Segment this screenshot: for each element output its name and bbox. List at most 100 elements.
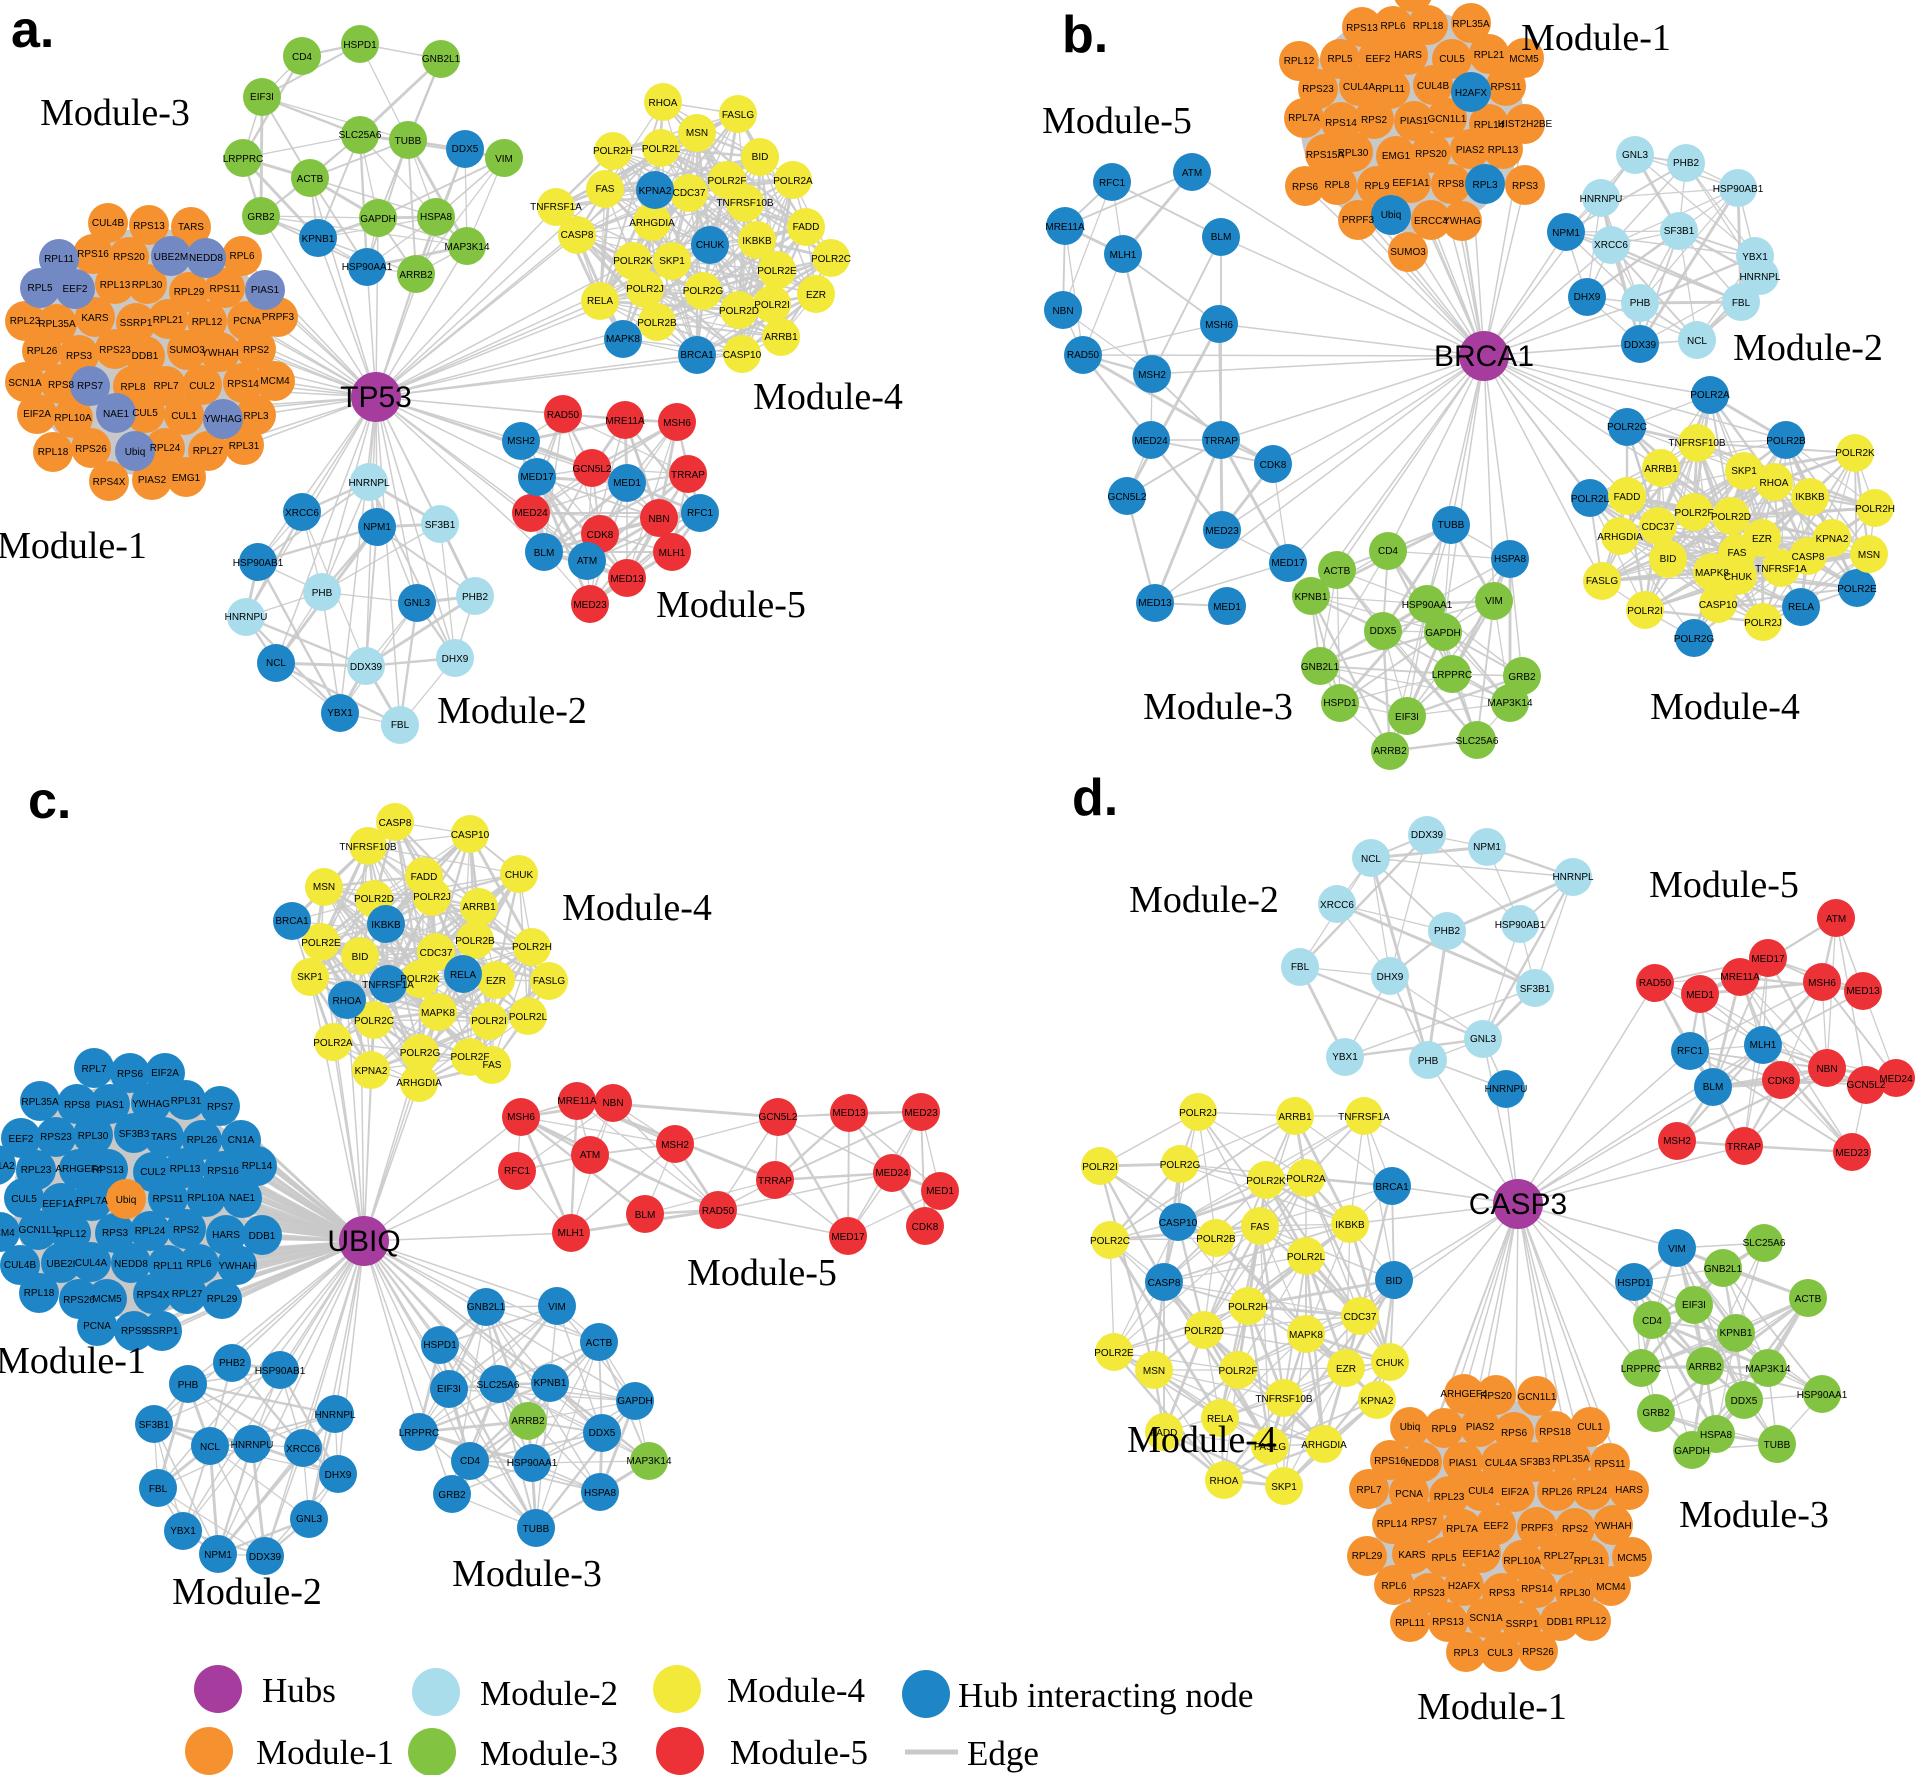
svg-text:MAPK8: MAPK8	[606, 334, 640, 345]
svg-text:SKP1: SKP1	[1731, 466, 1757, 477]
svg-text:RPS20: RPS20	[113, 252, 145, 263]
svg-text:PHB2: PHB2	[462, 592, 489, 603]
svg-text:CDC37: CDC37	[420, 948, 453, 959]
svg-text:MAPK8: MAPK8	[1289, 1330, 1323, 1341]
svg-text:POLR2J: POLR2J	[626, 284, 664, 295]
svg-text:RHOA: RHOA	[1210, 1476, 1239, 1487]
svg-text:RPS11: RPS11	[1595, 1459, 1626, 1470]
svg-text:MSH2: MSH2	[507, 436, 535, 447]
svg-text:GCN5L2: GCN5L2	[573, 464, 612, 475]
svg-text:TRRAP: TRRAP	[1204, 436, 1238, 447]
svg-text:BID: BID	[1386, 1276, 1403, 1287]
svg-text:FADD: FADD	[1614, 492, 1641, 503]
svg-text:RPL27: RPL27	[172, 1289, 203, 1300]
svg-text:RPS2: RPS2	[1361, 115, 1388, 126]
svg-text:MLH1: MLH1	[558, 1228, 585, 1239]
svg-text:CDK8: CDK8	[1768, 1076, 1795, 1087]
svg-text:KPNA2: KPNA2	[639, 186, 672, 197]
svg-text:TNFRSF1A: TNFRSF1A	[1338, 1112, 1390, 1123]
svg-text:NCL: NCL	[1361, 854, 1381, 865]
svg-text:SCN1A: SCN1A	[8, 378, 42, 389]
svg-text:MED24: MED24	[1879, 1074, 1913, 1085]
svg-text:ARRB2: ARRB2	[399, 270, 433, 281]
svg-text:UBE2M: UBE2M	[154, 252, 188, 263]
svg-text:SUMO3: SUMO3	[1390, 247, 1426, 258]
svg-text:NAE1: NAE1	[103, 409, 130, 420]
svg-text:POLR2B: POLR2B	[637, 318, 677, 329]
svg-text:RFC1: RFC1	[1099, 178, 1126, 189]
svg-text:POLR2K: POLR2K	[400, 974, 440, 985]
svg-text:FADD: FADD	[1151, 1428, 1178, 1439]
svg-text:RPS23: RPS23	[1302, 84, 1334, 95]
svg-text:RPL26: RPL26	[27, 346, 58, 357]
svg-text:GNB2L1: GNB2L1	[1704, 1264, 1743, 1275]
svg-text:RPL6: RPL6	[229, 251, 254, 262]
svg-text:MAP3K14: MAP3K14	[1745, 1364, 1790, 1375]
svg-text:BLM: BLM	[635, 1210, 656, 1221]
svg-text:RPS23: RPS23	[1413, 1588, 1445, 1599]
svg-text:RPS4X: RPS4X	[93, 477, 126, 488]
svg-text:NBN: NBN	[648, 514, 669, 525]
svg-text:KPNA2: KPNA2	[1361, 1396, 1394, 1407]
svg-text:DDB1: DDB1	[1547, 1617, 1574, 1628]
svg-text:POLR2E: POLR2E	[1094, 1348, 1134, 1359]
svg-text:RPL29: RPL29	[1352, 1551, 1383, 1562]
svg-text:RPL9: RPL9	[1364, 181, 1389, 192]
svg-text:ACTB: ACTB	[297, 174, 324, 185]
svg-text:ARHGEF4: ARHGEF4	[1440, 1389, 1488, 1400]
svg-text:POLR2A: POLR2A	[313, 1038, 353, 1049]
svg-text:YBX1: YBX1	[1742, 252, 1768, 263]
svg-text:MED17: MED17	[1271, 558, 1305, 569]
svg-text:RPL35A: RPL35A	[21, 1097, 59, 1108]
svg-text:POLR2I: POLR2I	[1627, 606, 1663, 617]
svg-text:KPNB1: KPNB1	[1295, 592, 1328, 603]
svg-text:CUL5: CUL5	[1439, 54, 1465, 65]
svg-text:ARHGDIA: ARHGDIA	[629, 218, 675, 229]
svg-text:XRCC6: XRCC6	[1320, 900, 1354, 911]
svg-text:EEF2: EEF2	[1365, 54, 1390, 65]
svg-text:IKBKB: IKBKB	[1335, 1220, 1365, 1231]
svg-text:POLR2J: POLR2J	[413, 892, 451, 903]
svg-text:MRE11A: MRE11A	[605, 416, 645, 427]
svg-text:TRRAP: TRRAP	[1727, 1142, 1761, 1153]
svg-text:CASP3: CASP3	[1469, 1188, 1567, 1221]
svg-text:MSH6: MSH6	[1808, 978, 1836, 989]
svg-text:RPS3: RPS3	[102, 1228, 129, 1239]
svg-text:EMG1: EMG1	[172, 473, 201, 484]
svg-text:MED23: MED23	[1835, 1148, 1869, 1159]
svg-text:RPS3: RPS3	[66, 351, 93, 362]
svg-text:CUL4A: CUL4A	[75, 1258, 108, 1269]
svg-text:DDX39: DDX39	[350, 662, 383, 673]
svg-text:RPL27: RPL27	[1544, 1551, 1575, 1562]
svg-text:SF3B1: SF3B1	[1520, 984, 1551, 995]
svg-text:FBL: FBL	[1732, 298, 1751, 309]
svg-text:RPL21: RPL21	[153, 315, 184, 326]
svg-text:Module-5: Module-5	[1042, 100, 1192, 142]
svg-text:KPNB1: KPNB1	[302, 234, 335, 245]
svg-text:EIF3I: EIF3I	[437, 1384, 461, 1395]
svg-text:HNRNPU: HNRNPU	[225, 612, 268, 623]
svg-text:RAD50: RAD50	[1639, 978, 1672, 989]
svg-text:HSP90AA1: HSP90AA1	[342, 262, 393, 273]
svg-text:EIF2A: EIF2A	[151, 1068, 179, 1079]
svg-text:CUL4A: CUL4A	[1485, 1458, 1518, 1469]
svg-text:DDX39: DDX39	[1411, 830, 1444, 841]
svg-text:RPL26: RPL26	[1542, 1487, 1573, 1498]
svg-text:CHUK: CHUK	[696, 240, 725, 251]
svg-text:Module-2: Module-2	[437, 690, 587, 732]
svg-text:RPL12: RPL12	[192, 317, 223, 328]
svg-text:Module-2: Module-2	[1129, 879, 1279, 921]
svg-text:RPL30: RPL30	[132, 280, 163, 291]
svg-text:MED1: MED1	[1213, 602, 1241, 613]
svg-text:RFC1: RFC1	[504, 1166, 531, 1177]
svg-text:RPS16: RPS16	[77, 249, 109, 260]
svg-text:NAE1: NAE1	[229, 1193, 256, 1204]
svg-text:RPL35A: RPL35A	[38, 319, 76, 330]
svg-text:DHX9: DHX9	[442, 654, 469, 665]
svg-text:DDX5: DDX5	[452, 144, 479, 155]
svg-text:DDX5: DDX5	[1731, 1396, 1758, 1407]
svg-text:BLM: BLM	[1703, 1082, 1724, 1093]
svg-text:RPL27: RPL27	[193, 446, 224, 457]
svg-text:MAP3K14: MAP3K14	[626, 1456, 671, 1467]
svg-text:POLR2A: POLR2A	[1690, 390, 1730, 401]
